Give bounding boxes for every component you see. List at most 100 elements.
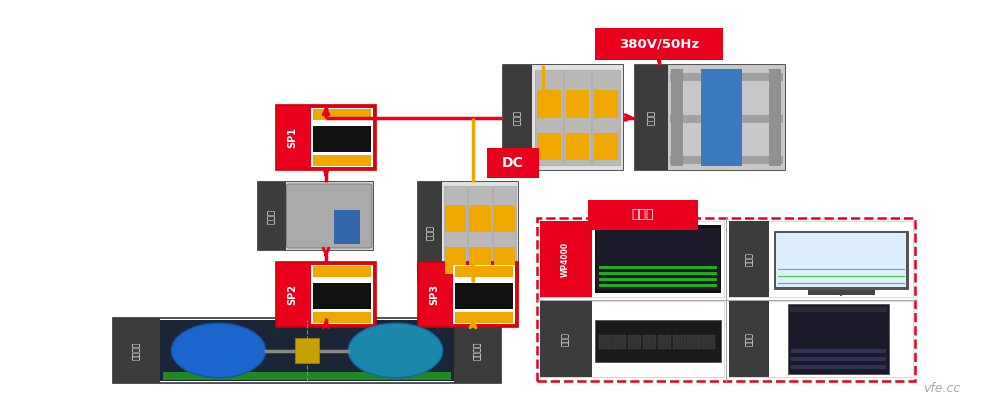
Bar [469,205,491,232]
Bar [311,108,373,167]
Bar [729,301,769,377]
Text: 负载电机: 负载电机 [473,341,482,360]
Bar [454,318,501,383]
FancyBboxPatch shape [287,184,372,248]
Bar [532,65,623,170]
Bar [444,186,467,278]
Bar [535,70,563,165]
Bar [313,126,371,152]
Bar [445,247,466,274]
Bar [729,221,769,297]
Bar [668,65,785,170]
Bar [790,307,887,312]
Text: vfe.cc: vfe.cc [923,382,960,395]
Bar [276,105,376,170]
Bar [503,65,623,170]
Text: 交换机: 交换机 [561,332,570,346]
Bar [453,265,515,324]
Bar [594,133,618,160]
Bar [113,318,160,383]
Bar [503,65,532,170]
Bar [160,320,454,381]
Bar [673,335,686,349]
Bar [258,182,373,250]
Bar [658,335,671,349]
Bar [729,301,913,377]
Bar [418,182,518,282]
Ellipse shape [171,323,266,378]
Bar [595,225,721,293]
Bar [455,283,513,309]
Bar [774,231,908,289]
Bar [469,247,491,274]
Text: SP3: SP3 [429,284,439,305]
Bar [776,233,906,287]
Bar [595,320,721,362]
Text: 380V/50Hz: 380V/50Hz [619,37,699,50]
Bar [537,218,915,381]
Text: 变压器: 变压器 [647,110,656,125]
Bar [493,186,516,278]
Bar [729,221,913,297]
Bar [455,312,513,323]
Text: 整流器: 整流器 [513,110,522,125]
Bar [113,318,501,383]
Bar [670,73,783,81]
Bar [494,205,515,232]
Text: SP1: SP1 [287,127,297,148]
Bar [595,28,723,60]
Bar [276,262,376,327]
Bar [418,182,442,282]
Bar [540,301,724,377]
Bar [286,182,373,250]
Bar [258,182,286,250]
Bar [418,262,518,327]
Bar [334,210,360,244]
Bar [537,133,561,160]
Bar [597,229,719,289]
Bar [599,284,717,287]
Bar [599,278,717,281]
Bar [628,335,641,349]
Bar [702,335,715,349]
Bar [295,338,319,363]
Bar [613,335,626,349]
Text: SP2: SP2 [287,284,297,305]
Bar [687,335,701,349]
Bar [455,266,513,277]
Bar [313,312,371,323]
Bar [643,335,656,349]
Bar [701,69,742,166]
Text: 工作站: 工作站 [745,252,754,266]
Bar [540,301,592,377]
Text: 被测电机: 被测电机 [132,341,141,360]
Bar [599,335,612,349]
Ellipse shape [348,323,443,378]
Bar [494,247,515,274]
Bar [445,205,466,232]
Bar [442,182,518,282]
Bar [487,148,539,178]
Bar [599,272,717,275]
Text: DC: DC [502,156,524,170]
Bar [313,266,371,277]
Bar [808,290,875,295]
Text: 服务器: 服务器 [745,332,754,346]
Bar [566,90,589,118]
Bar [635,65,785,170]
Bar [791,357,886,361]
Bar [540,221,724,297]
Bar [769,69,781,166]
Bar [791,365,886,369]
Bar [594,90,618,118]
Text: 实验台: 实验台 [632,208,654,222]
Bar [566,133,589,160]
Bar [540,221,592,297]
Bar [670,115,783,123]
Bar [468,186,492,278]
Bar [592,70,620,165]
Bar [788,304,889,374]
Text: 逆变器: 逆变器 [426,224,434,239]
Bar [163,372,451,380]
Bar [313,155,371,166]
